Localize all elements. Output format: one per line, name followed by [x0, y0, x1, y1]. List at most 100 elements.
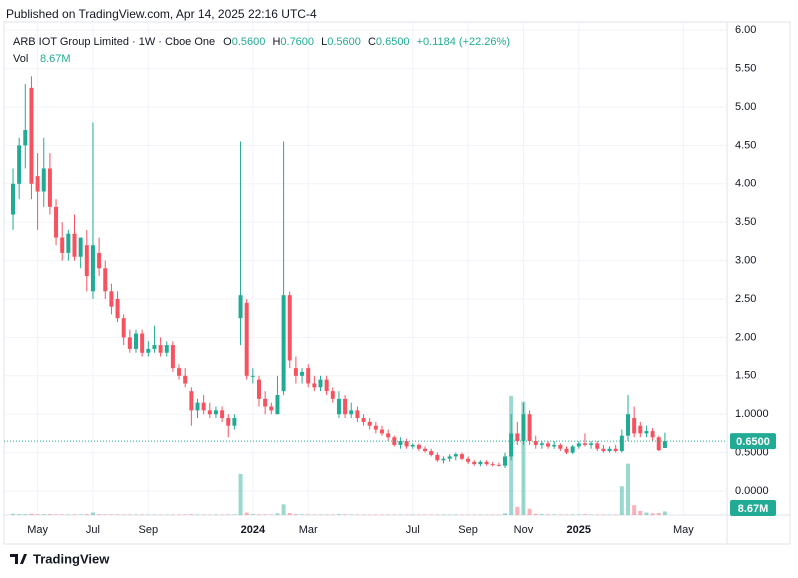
volume-bar [207, 514, 212, 516]
candle-body [509, 433, 514, 457]
volume-bar [607, 514, 612, 516]
volume-bar [293, 514, 298, 515]
candle-body [121, 318, 126, 338]
chart-title: ARB IOT Group Limited · 1W · Cboe One [13, 36, 215, 48]
volume-bar [576, 514, 581, 515]
candle-body [306, 368, 311, 384]
volume-bar [152, 514, 157, 516]
candle-body [60, 237, 65, 253]
volume-bar [361, 514, 366, 516]
candle-body [459, 454, 464, 459]
candle-body [11, 183, 15, 215]
volume-bar [158, 514, 163, 516]
change-label: +0.1184 (+22.26%) [417, 36, 510, 48]
candle-body [367, 421, 372, 426]
candle-body [275, 395, 280, 415]
candle-body [546, 443, 551, 447]
candle-body [343, 398, 348, 415]
volume-bar [472, 514, 477, 516]
candle-body [601, 448, 606, 452]
candle-body [515, 433, 520, 442]
y-tick-label: 4.00 [735, 178, 756, 190]
volume-bar [300, 514, 305, 515]
volume-bar [127, 514, 132, 516]
candle-body [134, 333, 138, 349]
candle-body [287, 295, 292, 361]
volume-bar [177, 514, 182, 516]
volume-bar [447, 514, 452, 516]
x-tick-label: Jul [86, 524, 100, 536]
candle-body [72, 233, 77, 257]
candle-body [496, 464, 501, 466]
candle-body [226, 418, 231, 426]
volume-bar [318, 514, 323, 516]
volume-bar [404, 514, 409, 516]
candle-body [293, 368, 298, 376]
volume-bar [324, 514, 329, 516]
candle-body [152, 345, 157, 349]
candle-body [398, 441, 403, 445]
candle-body [527, 414, 532, 442]
volume-bar [244, 512, 249, 515]
volume-bar [84, 514, 89, 515]
candle-body [373, 425, 378, 430]
candle-body [582, 443, 587, 445]
volume-bar [90, 512, 95, 515]
volume-bar [164, 514, 169, 516]
volume-bar [558, 514, 563, 516]
volume-bar [564, 514, 569, 516]
volume-bar [453, 514, 458, 516]
volume-bar [533, 513, 538, 515]
y-tick-label: 3.50 [735, 216, 756, 228]
candle-body [589, 443, 594, 445]
x-tick-label: 2025 [567, 524, 591, 536]
candle-body [201, 402, 206, 411]
legend: ARB IOT Group Limited · 1W · Cboe One O0… [13, 36, 510, 65]
x-tick-label: May [27, 524, 48, 536]
volume-bar [638, 510, 643, 515]
x-tick-label: May [673, 524, 694, 536]
candle-body [441, 458, 446, 461]
volume-legend-name: Vol [13, 53, 28, 65]
candle-body [490, 464, 495, 466]
volume-bar [662, 511, 667, 515]
volume-bar [312, 514, 317, 516]
legend-key: L [321, 36, 327, 48]
volume-bar [66, 514, 71, 515]
volume-bar [392, 514, 397, 516]
candle-body [447, 456, 452, 459]
volume-bar [170, 514, 175, 516]
volume-bar [613, 514, 618, 516]
candle-body [423, 448, 428, 452]
volume-bar [146, 514, 151, 516]
candle-body [478, 461, 483, 465]
volume-bar [238, 473, 243, 515]
volume-legend-value: 8.67M [40, 53, 71, 65]
volume-bar [349, 514, 354, 516]
volume-bar [582, 514, 587, 515]
volume-bar [134, 514, 138, 516]
candle-body [638, 425, 643, 434]
candle-body [84, 245, 89, 276]
candle-body [140, 333, 145, 353]
x-tick-label: Nov [514, 524, 534, 536]
candle-body [644, 431, 649, 434]
candle-body [312, 383, 317, 388]
candle-body [349, 410, 354, 415]
volume-bar [336, 514, 341, 515]
volume-bar [281, 504, 286, 515]
plot-area [4, 22, 727, 516]
y-tick-label: 1.0000 [735, 408, 769, 420]
candle-body [613, 448, 618, 452]
legend-key: H [272, 36, 280, 48]
candle-body [263, 398, 268, 407]
candle-body [244, 302, 249, 376]
volume-bar [189, 514, 194, 515]
volume-bar [503, 513, 507, 515]
last-price-label: 0.6500 [736, 436, 770, 448]
candle-body [127, 337, 132, 349]
volume-bar [441, 514, 446, 516]
candle-body [23, 130, 28, 146]
volume-bar [423, 514, 428, 516]
